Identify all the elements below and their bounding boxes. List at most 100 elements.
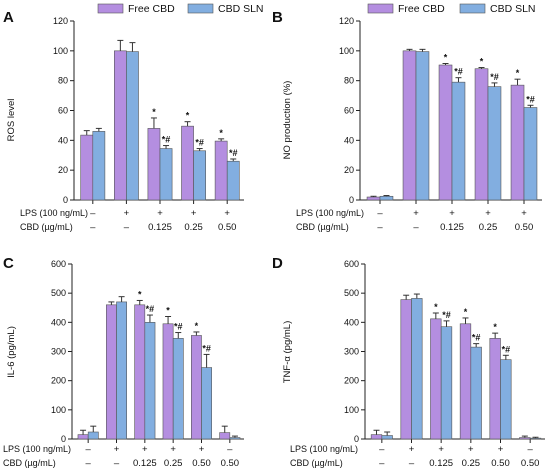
panel-d-cbd-0: –: [379, 458, 385, 469]
legend-right: Free CBD CBD SLN: [367, 3, 536, 15]
panel-b-bar-3-1: [487, 86, 502, 201]
panel-d-bar-5-0: [519, 437, 531, 440]
panel-a-bar-3-0: [181, 125, 194, 201]
legend-left-swatch-cbd-sln: [187, 3, 214, 14]
panel-a-lps-3: +: [191, 208, 197, 219]
panel-c-annot-2-0: *: [138, 289, 142, 299]
panel-a-ytick-label-2: 40: [58, 135, 68, 145]
panel-c-bar-3-1: [172, 338, 184, 440]
panel-c-cbd-4: 0.50: [192, 458, 211, 469]
panel-c-ytick-label-0: 0: [61, 434, 66, 444]
panel-a-annot-3-1: *#: [195, 138, 204, 148]
panel-c-bar-1-0: [106, 304, 117, 440]
panel-a-cbd-3: 0.25: [184, 222, 203, 233]
panel-a-annot-3-0: *: [186, 111, 190, 121]
panel-c-cbd-3: 0.25: [164, 458, 183, 469]
panel-d-bar-0-1: [381, 435, 393, 440]
panel-c-ytick-label-4: 400: [51, 317, 66, 327]
panel-a-bar-4-0: [214, 140, 228, 201]
panel-b-annot-2-1: *#: [454, 67, 463, 77]
panel-a: A ROS level LPS (100 ng/mL) CBD (µg/mL) …: [3, 9, 244, 233]
panel-b-annot-2-0: *: [444, 53, 448, 63]
panel-c-bar-0-0: [77, 434, 89, 440]
panel-c-annot-3-0: *: [166, 306, 170, 316]
panel-c-bar-5-1: [229, 437, 241, 440]
panel-c-annot-4-0: *: [195, 321, 199, 331]
panel-c-row-label-lps: LPS (100 ng/mL): [3, 444, 71, 454]
legend-left-swatch-free-cbd: [97, 3, 124, 14]
panel-b-cbd-1: –: [413, 222, 419, 233]
panel-c-bar-4-0: [191, 335, 202, 440]
panel-a-bar-4-1: [226, 160, 240, 201]
panel-b-ytick-label-4: 80: [344, 76, 354, 86]
panel-d-annot-3-1: *#: [472, 333, 481, 343]
panel-d-annot-3-0: *: [464, 307, 468, 317]
panel-a-cbd-0: –: [90, 222, 96, 233]
panel-b-ytick-label-5: 100: [339, 46, 354, 56]
panel-d: D TNF-α (pg/mL) LPS (100 ng/mL) CBD (µg/…: [272, 255, 545, 469]
panel-d-annot-2-1: *#: [442, 310, 451, 320]
panel-c: C IL-6 (pg/mL) LPS (100 ng/mL) CBD (µg/m…: [3, 255, 244, 469]
panel-d-cbd-2: 0.125: [429, 458, 453, 469]
panel-c-plot: 0 100 200 300 400 500 600 – – + – +0.125 * *# +0.25 * *#…: [51, 259, 244, 469]
panel-d-bar-2-0: [430, 318, 442, 440]
panel-c-lps-2: +: [142, 444, 148, 455]
panel-c-lps-5: –: [227, 444, 233, 455]
panel-d-ytick-label-2: 200: [344, 376, 359, 386]
panel-b-ytick-label-1: 20: [344, 165, 354, 175]
panel-d-cbd-1: –: [409, 458, 415, 469]
panel-d-annot-4-1: *#: [502, 344, 511, 354]
panel-a-ytick-label-0: 0: [63, 195, 68, 205]
panel-b-bar-1-0: [402, 50, 417, 201]
panel-c-ytick-label-1: 100: [51, 405, 66, 415]
panel-d-bar-4-1: [500, 359, 512, 440]
panel-d-ytick-label-1: 100: [344, 405, 359, 415]
panel-b-bar-4-1: [523, 107, 538, 201]
panel-a-lps-0: –: [90, 208, 96, 219]
panel-d-bar-3-1: [470, 346, 482, 440]
panel-d-annot-2-0: *: [434, 302, 438, 312]
panel-d-row-label-cbd: CBD (µg/mL): [290, 458, 343, 468]
panel-b-annot-3-1: *#: [490, 72, 499, 82]
panel-c-bar-3-0: [162, 323, 174, 440]
panel-c-cbd-1: –: [114, 458, 120, 469]
panel-c-annot-3-1: *#: [174, 322, 183, 332]
panel-b-lps-0: –: [377, 208, 383, 219]
panel-b-ytick-label-3: 60: [344, 106, 354, 116]
panel-a-letter: A: [3, 9, 14, 26]
panel-d-lps-0: –: [379, 444, 385, 455]
panel-a-bar-0-1: [92, 131, 106, 201]
panel-b-row-label-lps: LPS (100 ng/mL): [296, 208, 364, 218]
panel-b-bar-0-0: [366, 196, 381, 201]
panel-b-bar-2-0: [438, 64, 453, 201]
panel-c-bar-2-1: [144, 322, 156, 440]
panel-d-cbd-5: 0.50: [521, 458, 540, 469]
panel-d-cbd-4: 0.50: [491, 458, 510, 469]
panel-d-ytick-label-4: 400: [344, 317, 359, 327]
panel-c-lps-4: +: [199, 444, 205, 455]
panel-a-annot-2-0: *: [152, 107, 156, 117]
panel-d-ylabel: TNF-α (pg/mL): [282, 321, 293, 384]
legend-right-swatch-free-cbd: [367, 3, 394, 14]
panel-d-ytick-label-0: 0: [354, 434, 359, 444]
panel-c-annot-2-1: *#: [146, 304, 155, 314]
panel-c-ytick-label-3: 300: [51, 347, 66, 357]
panel-b-annot-3-0: *: [480, 57, 484, 67]
panel-d-ytick-label-6: 600: [344, 259, 359, 269]
panel-d-ytick-label-3: 300: [344, 347, 359, 357]
panel-b-lps-2: +: [449, 208, 455, 219]
panel-d-cbd-3: 0.25: [462, 458, 481, 469]
legend-right-swatch-cbd-sln: [459, 3, 486, 14]
panel-c-cbd-2: 0.125: [133, 458, 157, 469]
panel-c-bar-2-0: [134, 304, 146, 440]
panel-a-annot-2-1: *#: [162, 135, 171, 145]
panel-a-ytick-label-5: 100: [53, 46, 68, 56]
panel-d-letter: D: [272, 255, 283, 272]
panel-a-bar-3-1: [193, 150, 206, 201]
panel-c-lps-1: +: [114, 444, 120, 455]
panel-a-ytick-label-1: 20: [58, 165, 68, 175]
panel-b-bar-4-0: [510, 84, 525, 201]
panel-b-lps-4: +: [521, 208, 527, 219]
panel-d-bar-0-0: [370, 434, 383, 440]
